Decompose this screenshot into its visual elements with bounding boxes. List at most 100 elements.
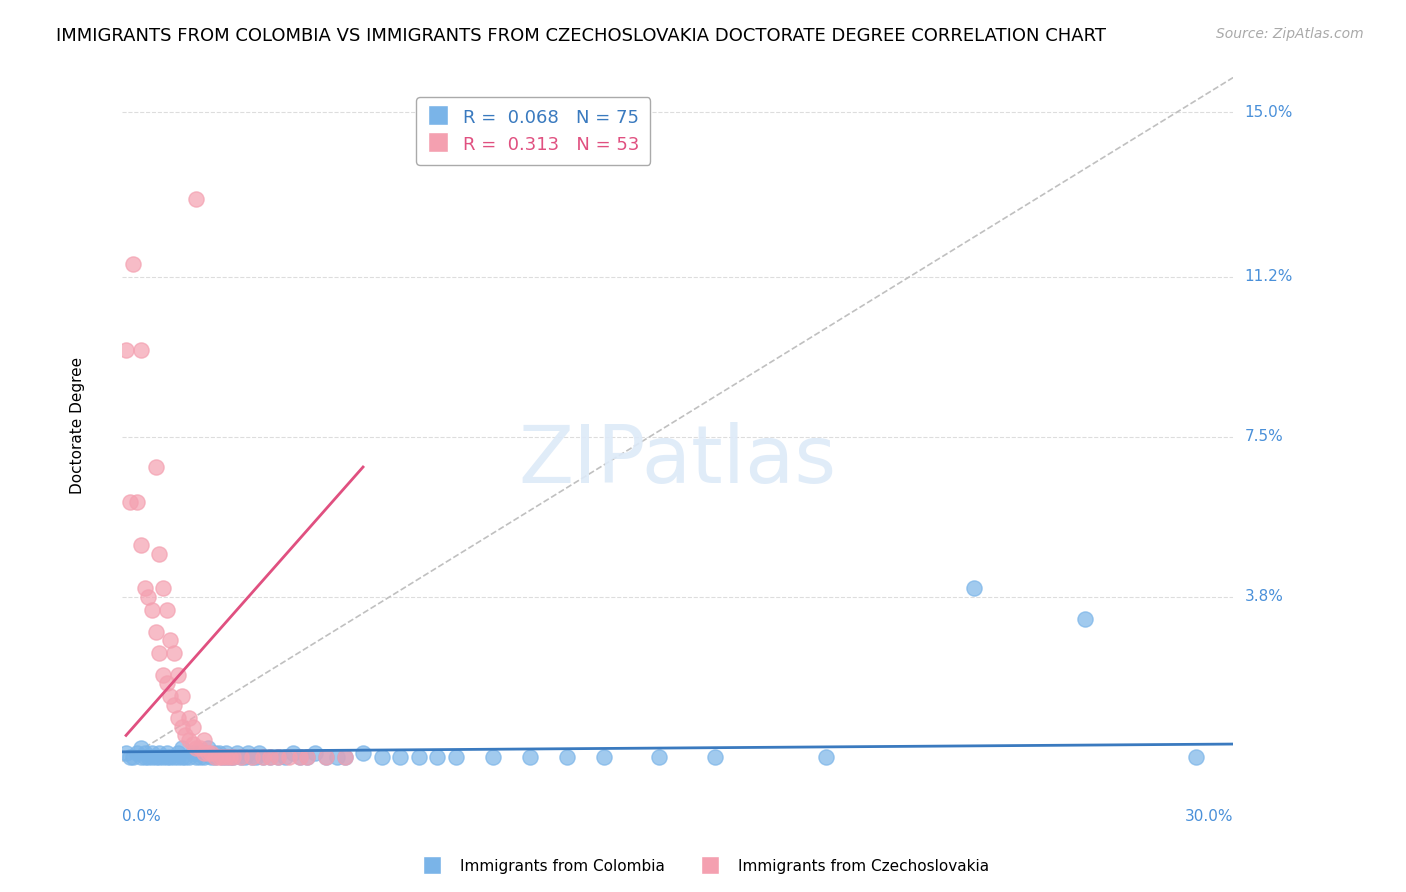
Point: [703, 750, 725, 764]
Point: [141, 603, 163, 617]
Point: [288, 750, 311, 764]
Point: [222, 750, 245, 764]
Point: [152, 581, 174, 595]
Point: [148, 646, 170, 660]
Point: [481, 750, 503, 764]
Point: [159, 633, 181, 648]
Point: [200, 746, 222, 760]
Point: [218, 750, 240, 764]
Point: [218, 750, 240, 764]
Point: [152, 667, 174, 681]
Text: 15.0%: 15.0%: [1244, 104, 1292, 120]
Point: [115, 343, 138, 358]
Point: [200, 750, 222, 764]
Point: [145, 624, 167, 639]
Point: [207, 746, 229, 760]
Point: [281, 746, 304, 760]
Point: [170, 741, 193, 756]
Point: [177, 750, 200, 764]
Point: [134, 581, 156, 595]
Point: [145, 460, 167, 475]
Point: [211, 750, 233, 764]
Point: [1074, 611, 1097, 625]
Point: [148, 746, 170, 760]
Point: [240, 750, 263, 764]
Point: [170, 720, 193, 734]
Text: IMMIGRANTS FROM COLOMBIA VS IMMIGRANTS FROM CZECHOSLOVAKIA DOCTORATE DEGREE CORR: IMMIGRANTS FROM COLOMBIA VS IMMIGRANTS F…: [56, 27, 1107, 45]
Point: [167, 667, 190, 681]
Point: [186, 750, 208, 764]
Point: [408, 750, 430, 764]
Point: [181, 720, 204, 734]
Point: [129, 750, 152, 764]
Point: [127, 746, 149, 760]
Point: [145, 750, 167, 764]
Point: [211, 750, 233, 764]
Point: [288, 750, 311, 764]
Point: [963, 581, 986, 595]
Point: [159, 690, 181, 704]
Point: [215, 750, 238, 764]
Point: [122, 256, 145, 270]
Point: [193, 746, 215, 760]
Point: [129, 741, 152, 756]
Point: [204, 750, 226, 764]
Point: [134, 746, 156, 760]
Point: [267, 750, 290, 764]
Point: [555, 750, 578, 764]
Point: [170, 750, 193, 764]
Point: [163, 698, 186, 712]
Legend: R =  0.068   N = 75, R =  0.313   N = 53: R = 0.068 N = 75, R = 0.313 N = 53: [416, 97, 651, 164]
Point: [129, 538, 152, 552]
Point: [159, 750, 181, 764]
Point: [188, 750, 211, 764]
Point: [233, 750, 256, 764]
Point: [259, 750, 281, 764]
Point: [136, 750, 159, 764]
Point: [163, 750, 186, 764]
Point: [648, 750, 671, 764]
Point: [315, 750, 337, 764]
Text: 30.0%: 30.0%: [1185, 809, 1233, 824]
Point: [352, 746, 374, 760]
Point: [163, 646, 186, 660]
Text: 11.2%: 11.2%: [1244, 269, 1292, 284]
Point: [134, 750, 156, 764]
Point: [215, 750, 238, 764]
Point: [238, 746, 260, 760]
Point: [197, 741, 219, 756]
Point: [193, 746, 215, 760]
Point: [370, 750, 392, 764]
Point: [156, 746, 179, 760]
Point: [118, 750, 141, 764]
Point: [252, 750, 274, 764]
Point: [274, 750, 297, 764]
Point: [222, 750, 245, 764]
Point: [141, 746, 163, 760]
Text: 0.0%: 0.0%: [122, 809, 162, 824]
Point: [204, 746, 226, 760]
Point: [127, 494, 149, 508]
Text: Doctorate Degree: Doctorate Degree: [70, 358, 86, 494]
Point: [186, 741, 208, 756]
Point: [229, 750, 252, 764]
Point: [278, 750, 301, 764]
Point: [136, 590, 159, 604]
Point: [215, 746, 238, 760]
Text: Source: ZipAtlas.com: Source: ZipAtlas.com: [1216, 27, 1364, 41]
Point: [226, 746, 249, 760]
Point: [188, 741, 211, 756]
Point: [129, 343, 152, 358]
Text: 7.5%: 7.5%: [1244, 429, 1284, 444]
Point: [115, 746, 138, 760]
Point: [333, 750, 356, 764]
Point: [592, 750, 614, 764]
Point: [204, 750, 226, 764]
Legend: Immigrants from Colombia, Immigrants from Czechoslovakia: Immigrants from Colombia, Immigrants fro…: [411, 853, 995, 880]
Point: [170, 690, 193, 704]
Point: [252, 750, 274, 764]
Text: 3.8%: 3.8%: [1244, 590, 1284, 605]
Point: [333, 750, 356, 764]
Text: ZIPatlas: ZIPatlas: [519, 422, 837, 500]
Point: [152, 750, 174, 764]
